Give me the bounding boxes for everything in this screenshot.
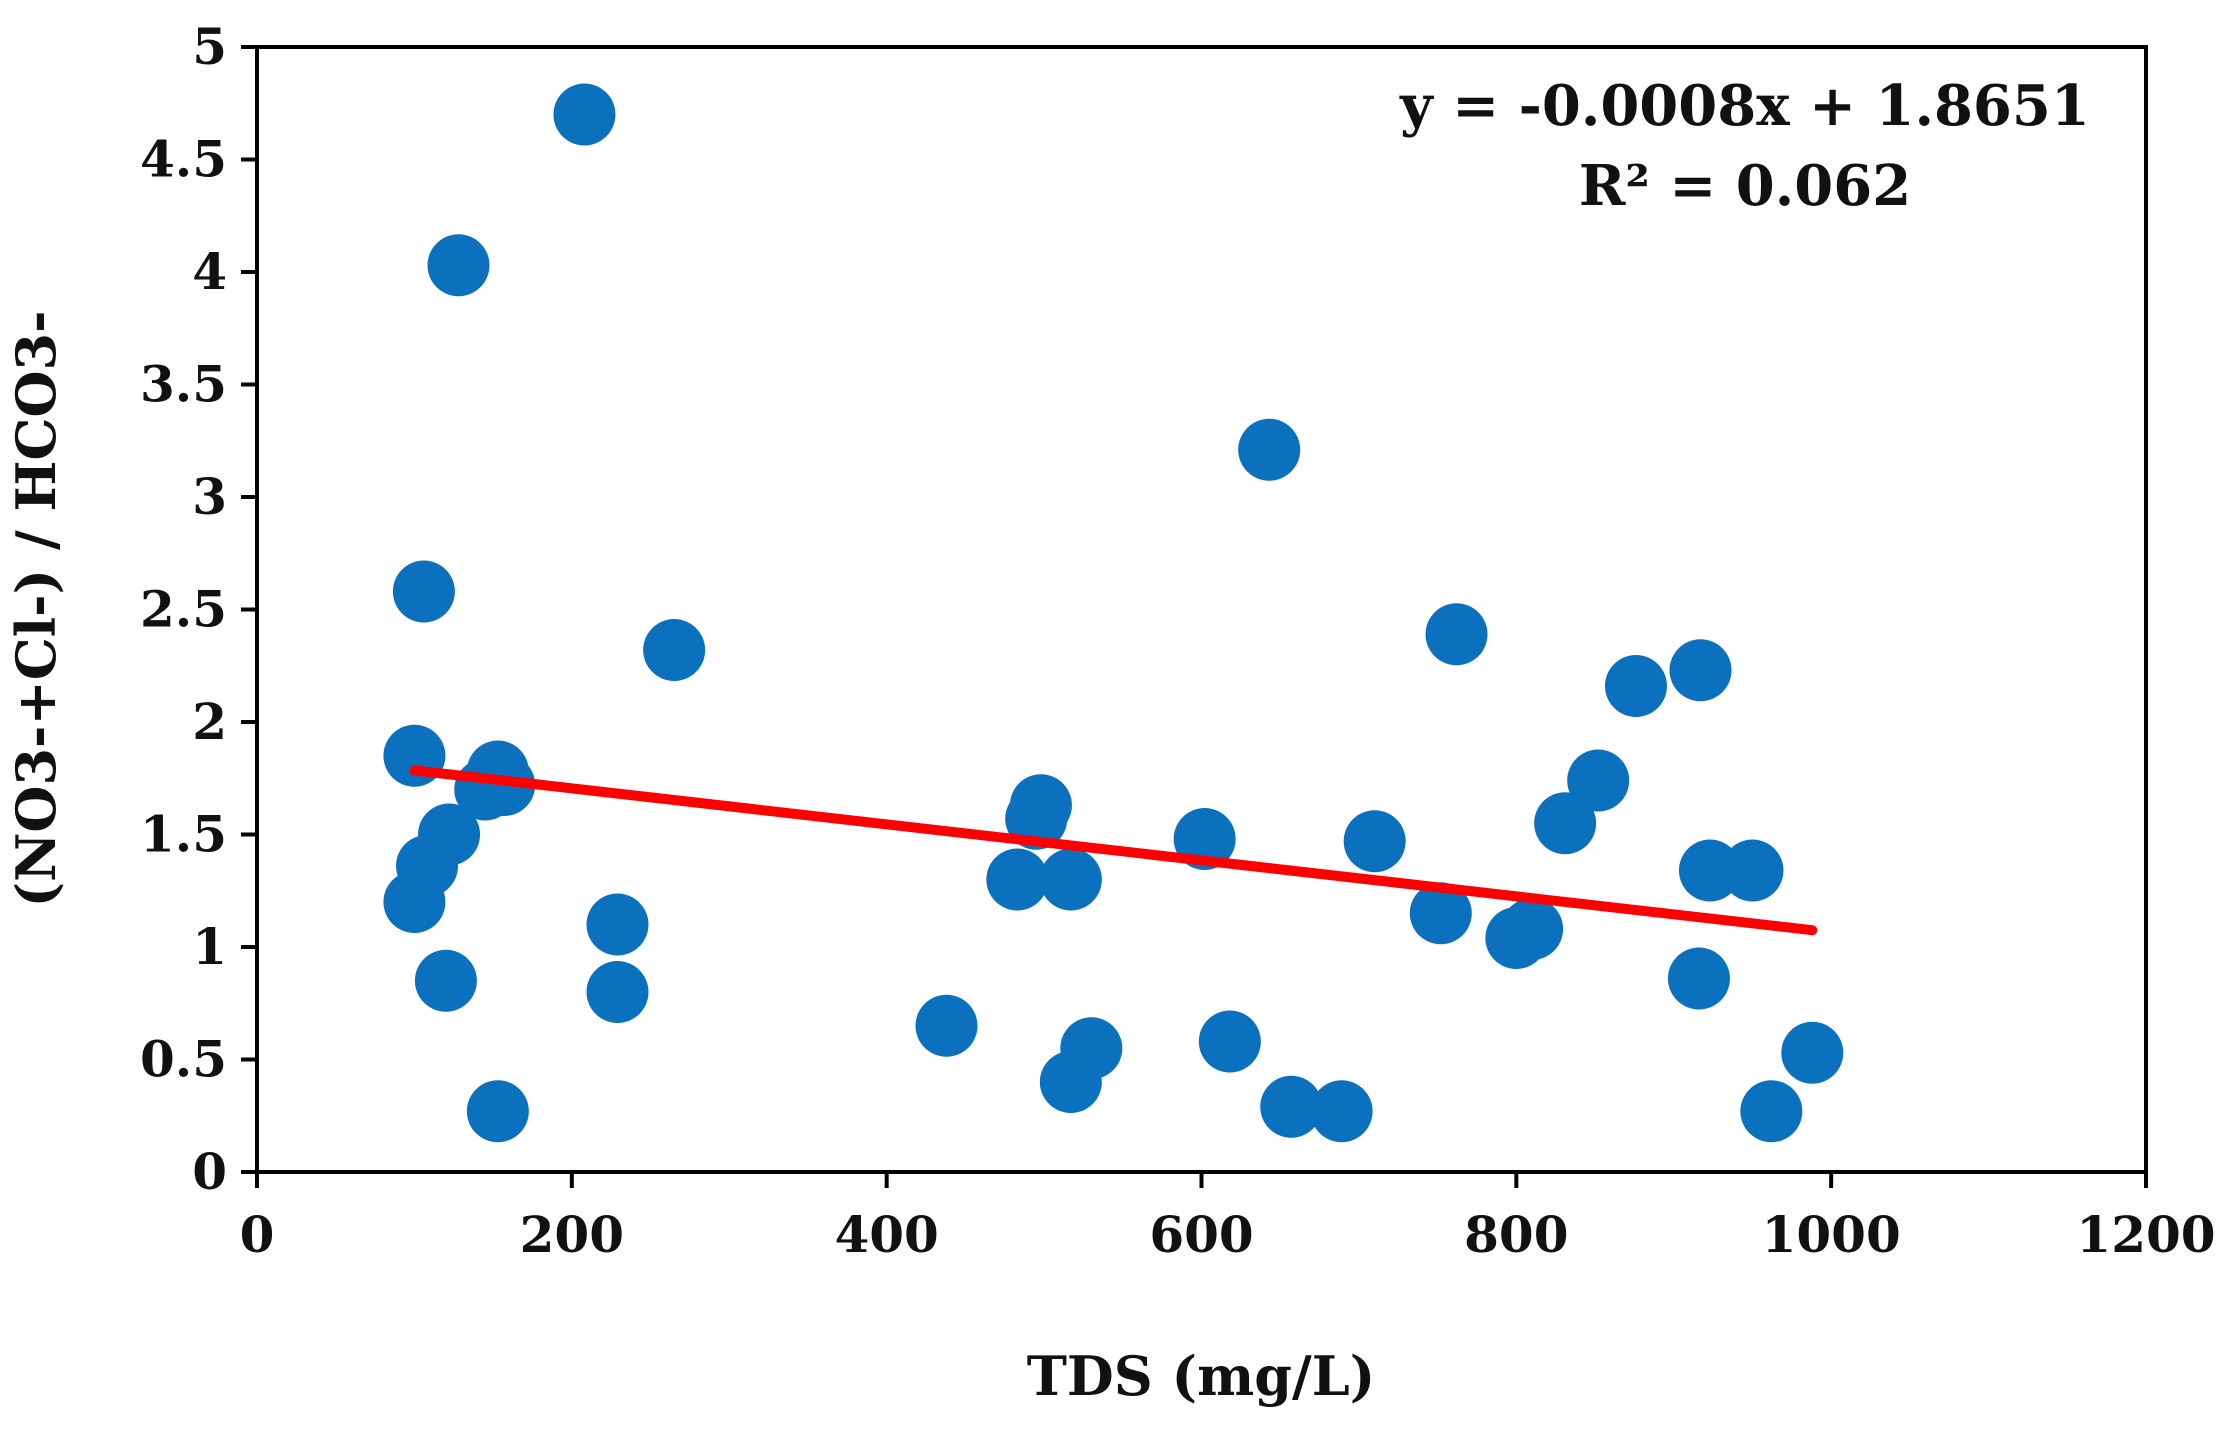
y-tick-label: 0 <box>192 1142 227 1201</box>
y-tick-label: 1.5 <box>140 805 227 864</box>
data-point <box>1409 882 1472 945</box>
data-point <box>586 961 649 1023</box>
data-point <box>1198 1010 1261 1073</box>
y-tick-label: 3 <box>192 467 227 526</box>
x-tick-label: 600 <box>1149 1205 1253 1264</box>
y-tick-label: 3.5 <box>140 355 227 414</box>
data-point <box>586 893 649 956</box>
x-tick-label: 1200 <box>2076 1205 2215 1264</box>
data-point <box>643 619 706 681</box>
y-axis: 0 0.5 1 1.5 2 2.5 3 3.5 4 4.5 5 <box>140 17 257 1201</box>
trendline <box>409 765 1818 936</box>
data-point <box>1425 603 1488 666</box>
data-point <box>1678 839 1741 902</box>
data-point <box>1534 792 1597 855</box>
data-point <box>1667 947 1730 1010</box>
x-tick-label: 200 <box>520 1205 624 1264</box>
data-point <box>383 871 446 933</box>
data-point <box>1039 848 1102 911</box>
trendline-equation: y = -0.0008x + 1.8651 <box>1399 73 2090 139</box>
x-tick-label: 1000 <box>1762 1205 1901 1264</box>
data-point <box>986 848 1049 911</box>
data-point <box>466 1080 529 1143</box>
data-point <box>1567 749 1630 812</box>
data-point <box>427 234 490 297</box>
data-point <box>1039 1051 1102 1113</box>
data-point <box>553 83 616 146</box>
trendline-group <box>409 765 1818 936</box>
y-tick-label: 4.5 <box>140 130 227 189</box>
data-points <box>383 83 1844 1143</box>
data-point <box>1343 810 1406 873</box>
y-tick-label: 1 <box>192 917 227 976</box>
data-point <box>414 949 477 1012</box>
x-tick-label: 400 <box>834 1205 938 1264</box>
data-point <box>1238 418 1301 481</box>
x-axis: 0 200 400 600 800 1000 1200 <box>240 1172 2216 1264</box>
data-point <box>1781 1021 1844 1084</box>
y-axis-title: (NO3-+Cl-) / HCO3- <box>4 311 68 908</box>
data-point <box>1005 787 1068 850</box>
y-tick-label: 5 <box>192 17 227 76</box>
data-point <box>392 560 455 623</box>
data-point <box>1740 1080 1803 1143</box>
x-axis-title: TDS (mg/L) <box>1027 1344 1376 1408</box>
x-tick-label: 0 <box>240 1205 275 1264</box>
y-tick-label: 0.5 <box>140 1030 227 1089</box>
y-tick-label: 2 <box>192 692 227 751</box>
data-point <box>1604 655 1667 717</box>
data-point <box>1721 839 1784 902</box>
data-point <box>915 994 978 1057</box>
data-point <box>1310 1080 1373 1143</box>
r-squared-label: R² = 0.062 <box>1579 153 1911 219</box>
data-point <box>1260 1075 1323 1138</box>
y-tick-label: 2.5 <box>140 580 227 639</box>
data-point <box>1669 639 1732 702</box>
data-point <box>1485 907 1548 969</box>
x-tick-label: 800 <box>1464 1205 1568 1264</box>
y-tick-label: 4 <box>192 242 227 301</box>
